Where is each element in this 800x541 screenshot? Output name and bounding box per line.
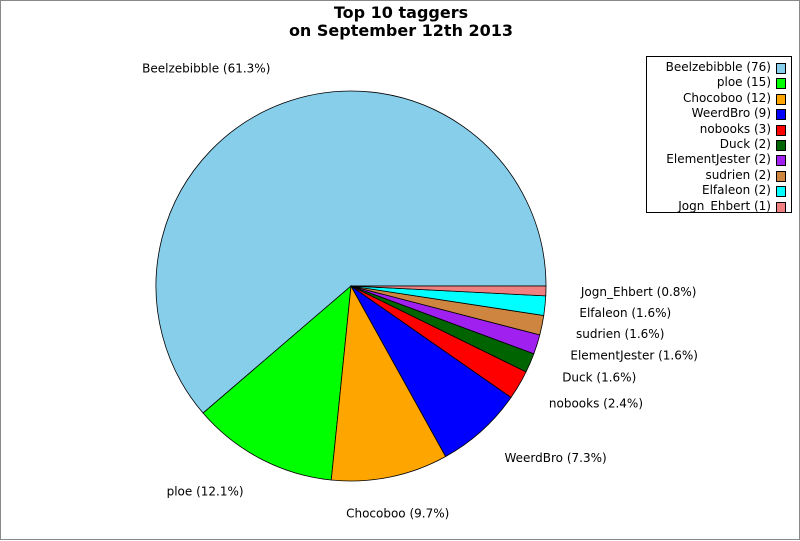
chart-title-line-2: on September 12th 2013 [288, 21, 514, 40]
legend-swatch [776, 78, 786, 90]
pie-slice-beelzebibble [155, 90, 547, 414]
legend-swatch [776, 186, 786, 198]
chart-title: Top 10 taggers on September 12th 2013 [1, 4, 800, 40]
legend-item-jogn-ehbert: Jogn_Ehbert (1) [647, 199, 791, 214]
legend-swatch [776, 139, 786, 151]
legend-item-elementjester: ElementJester (2) [647, 152, 791, 167]
slice-label-beelzebibble: Beelzebibble (61.3%) [142, 61, 270, 75]
legend-label: ploe (15) [716, 75, 771, 90]
slice-label-ploe: ploe (12.1%) [167, 485, 244, 499]
slice-label-duck: Duck (1.6%) [562, 371, 636, 385]
legend-swatch [776, 155, 786, 167]
legend-swatch [776, 170, 786, 182]
legend-label: ElementJester (2) [666, 152, 771, 167]
legend-item-weerdbro: WeerdBro (9) [647, 106, 791, 121]
chart-title-line-1: Top 10 taggers [333, 3, 469, 22]
slice-label-chocoboo: Chocoboo (9.7%) [346, 506, 449, 520]
slice-label-weerdbro: WeerdBro (7.3%) [505, 451, 607, 465]
legend-label: nobooks (3) [699, 121, 771, 136]
legend-swatch [776, 201, 786, 213]
legend-label: Elfaleon (2) [702, 183, 771, 198]
legend-item-nobooks: nobooks (3) [647, 122, 791, 137]
legend-swatch [776, 93, 786, 105]
pie-slice-ploe [202, 285, 352, 481]
legend: Beelzebibble (76) ploe (15) Chocoboo (12) W… [646, 56, 792, 213]
legend-label: sudrien (2) [705, 167, 771, 182]
legend-label: Duck (2) [719, 136, 771, 151]
slice-label-sudrien: sudrien (1.6%) [576, 327, 664, 341]
pie-slice-jogn-ehbert [350, 285, 547, 297]
slice-label-nobooks: nobooks (2.4%) [549, 397, 643, 411]
legend-label: Chocoboo (12) [682, 90, 771, 105]
legend-item-beelzebibble: Beelzebibble (76) [647, 60, 791, 75]
legend-swatch [776, 109, 786, 121]
pie-slice-chocoboo [330, 284, 447, 482]
slice-label-jogn-ehbert: Jogn_Ehbert (0.8%) [580, 285, 697, 299]
legend-swatch [776, 63, 786, 74]
legend-swatch [776, 124, 786, 136]
legend-label: Beelzebibble (76) [665, 60, 771, 74]
slice-label-elementjester: ElementJester (1.6%) [570, 349, 698, 363]
legend-item-elfaleon: Elfaleon (2) [647, 183, 791, 198]
legend-item-ploe: ploe (15) [647, 75, 791, 90]
legend-item-duck: Duck (2) [647, 137, 791, 152]
legend-item-sudrien: sudrien (2) [647, 168, 791, 183]
legend-label: WeerdBro (9) [691, 106, 771, 121]
legend-item-chocoboo: Chocoboo (12) [647, 91, 791, 106]
legend-label: Jogn_Ehbert (1) [678, 198, 771, 213]
slice-label-elfaleon: Elfaleon (1.6%) [579, 306, 671, 320]
